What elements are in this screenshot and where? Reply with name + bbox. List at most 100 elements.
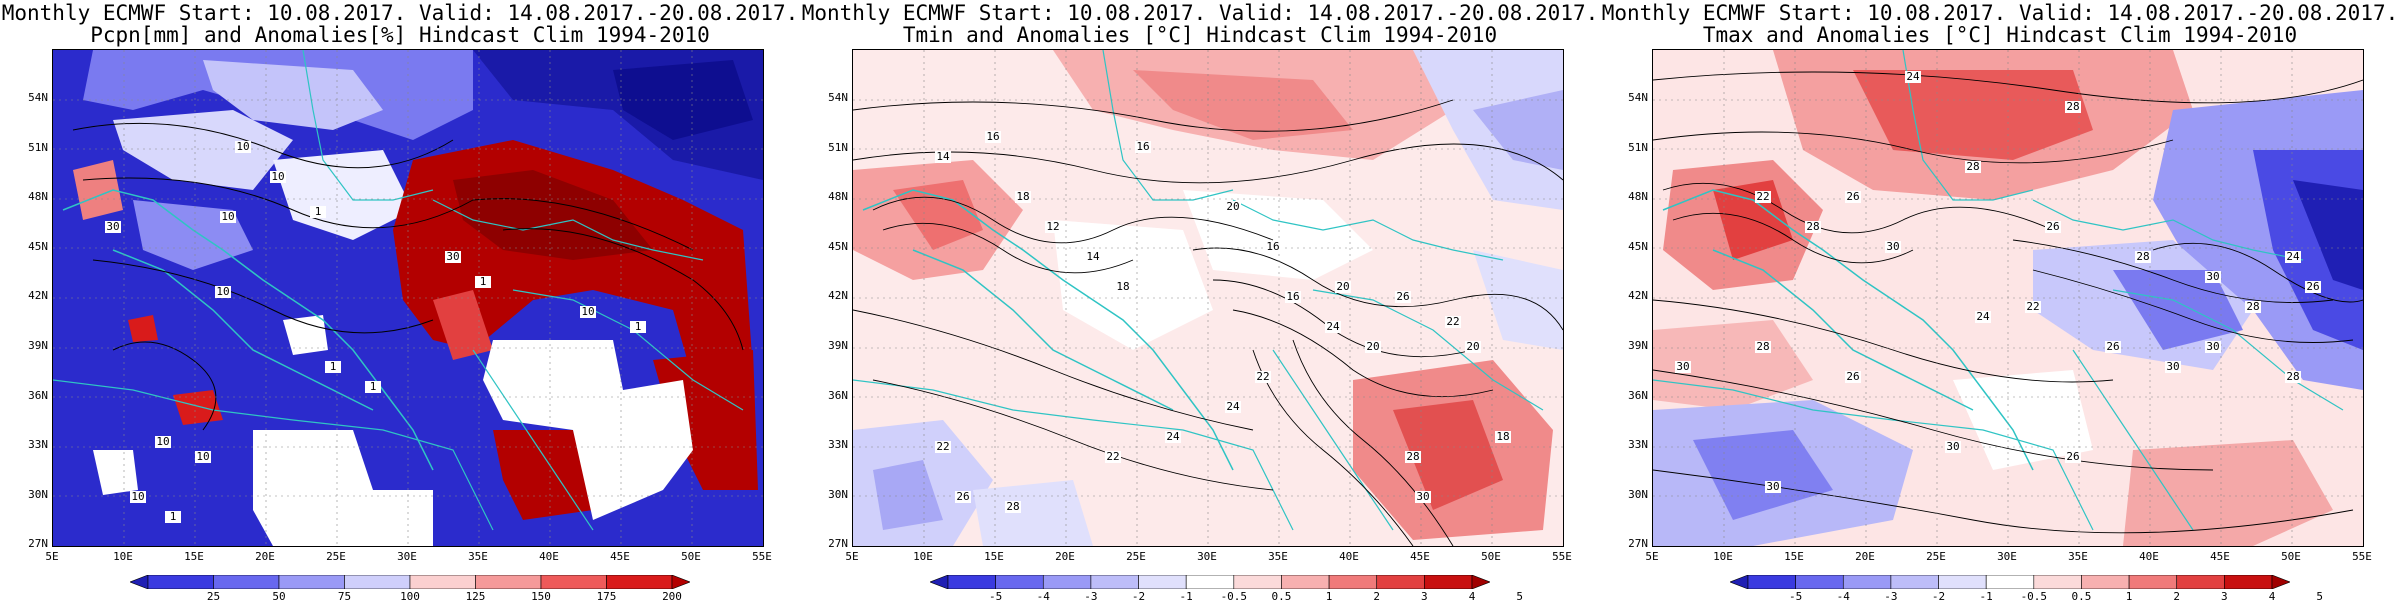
colorbar-precip	[129, 574, 691, 590]
colorbar-segment	[540, 574, 607, 590]
contour-label: 24	[1226, 400, 1240, 413]
lon-tick: 20E	[1855, 550, 1875, 563]
colorbar-segment	[1729, 574, 1749, 590]
colorbar-segment	[213, 574, 280, 590]
contour-label-bg	[1285, 291, 1301, 303]
contour-label-bg	[1015, 191, 1031, 203]
contour-label-bg	[2065, 451, 2081, 463]
lon-tick: 25E	[1926, 550, 1946, 563]
contour-label: 14	[936, 150, 950, 163]
contour-label: 28	[1756, 340, 1769, 353]
lat-tick: 36N	[1628, 388, 1648, 402]
contour-label-bg	[1975, 311, 1991, 323]
contour-label-bg	[1805, 221, 1821, 233]
contour-label: 10	[196, 450, 209, 463]
colorbar-segment	[1138, 574, 1187, 590]
colorbar-segment	[2033, 574, 2082, 590]
colorbar-label: 175	[596, 590, 617, 603]
contour-label-bg	[1165, 431, 1181, 443]
tmin-field: 14 16 16 18 20 12 14 18 16 20 24 20 22 22 24 26 22 28 30 26…	[853, 50, 1563, 546]
contour-label: 18	[1016, 190, 1029, 203]
colorbar-segment	[1185, 574, 1235, 590]
panel-tmax: Monthly ECMWF Start: 10.08.2017. Valid: …	[1600, 0, 2400, 603]
panel-precipitation: Monthly ECMWF Start: 10.08.2017. Valid: …	[0, 0, 800, 603]
lon-tick: 50E	[1481, 550, 1501, 563]
contour-label-bg	[1225, 201, 1241, 213]
contour-label: 26	[2066, 450, 2079, 463]
lat-tick: 30N	[1628, 487, 1648, 501]
lon-tick: 40E	[2139, 550, 2159, 563]
contour-label: 28	[2246, 300, 2259, 313]
contour-label-bg	[270, 171, 286, 183]
lat-tick: 36N	[28, 388, 48, 402]
contour-label: 24	[1976, 310, 1990, 323]
lat-tick: 33N	[1628, 438, 1648, 452]
lat-tick: 42N	[828, 289, 848, 303]
contour-label: 22	[1256, 370, 1269, 383]
lon-tick: 50E	[2281, 550, 2301, 563]
lon-tick: 45E	[2210, 550, 2230, 563]
colorbar-label: 25	[206, 590, 221, 603]
contour-label-bg	[130, 491, 146, 503]
colorbar-segment	[1795, 574, 1844, 590]
lon-tick: 45E	[1410, 550, 1430, 563]
colorbar-segment	[1985, 574, 2035, 590]
colorbar-label: -3	[1884, 590, 1898, 603]
colorbar-segment	[1842, 574, 1892, 590]
lon-tick: 25E	[326, 550, 346, 563]
contour-label-bg	[580, 306, 596, 318]
contour-label-bg	[1365, 341, 1381, 353]
contour-label-bg	[1945, 441, 1961, 453]
contour-label-bg	[1405, 451, 1421, 463]
contour-label-bg	[1465, 341, 1481, 353]
contour-label: 10	[236, 140, 249, 153]
panel-tmin: Monthly ECMWF Start: 10.08.2017. Valid: …	[800, 0, 1600, 603]
colorbar-tmin	[929, 574, 1491, 590]
contour-label-bg	[365, 381, 381, 393]
contour-label: 26	[1846, 370, 1859, 383]
colorbar-segment	[1042, 574, 1092, 590]
contour-label: 28	[1406, 450, 1419, 463]
contour-label-bg	[1335, 281, 1351, 293]
contour-label: 18	[1496, 430, 1509, 443]
contour-label: 16	[1136, 140, 1149, 153]
lon-tick: 5E	[1645, 550, 1659, 563]
contour-label: 28	[2136, 250, 2149, 263]
contour-label: 12	[1046, 220, 1059, 233]
lat-tick: 39N	[1628, 339, 1648, 352]
colorbar-label: -0.5	[2020, 590, 2048, 603]
colorbar-segment	[409, 574, 476, 590]
contour-label: 18	[1116, 280, 1129, 293]
colorbar-label: 4	[2268, 590, 2276, 603]
contour-label-bg	[2245, 301, 2261, 313]
lon-tick: 20E	[255, 550, 275, 563]
colorbar-segment	[2224, 574, 2273, 590]
lat-tick: 27N	[1628, 537, 1648, 551]
contour-label-bg	[1495, 431, 1511, 443]
contour-label: 16	[986, 130, 999, 143]
contour-label: 20	[1466, 340, 1479, 353]
lon-tick: 40E	[539, 550, 559, 563]
contour-label: 10	[221, 210, 234, 223]
lat-tick: 33N	[28, 438, 48, 452]
colorbar-label: -0.5	[1220, 590, 1248, 603]
lon-tick: 30E	[1197, 550, 1217, 563]
contour-label: 26	[2106, 340, 2119, 353]
lat-tick: 51N	[28, 140, 48, 154]
contour-label-bg	[1045, 221, 1061, 233]
contour-label-bg	[1005, 501, 1021, 513]
lat-tick: 27N	[28, 537, 48, 551]
lat-tick: 54N	[28, 91, 48, 104]
colorbar-tmax	[1729, 574, 2291, 590]
contour-label: 20	[1336, 280, 1349, 293]
colorbar-segment	[2271, 574, 2291, 590]
contour-label: 1	[370, 380, 377, 393]
colorbar-segment	[129, 574, 149, 590]
contour-label-bg	[1445, 316, 1461, 328]
contour-label: 20	[1226, 200, 1239, 213]
lon-tick: 15E	[984, 550, 1004, 563]
colorbar-segment	[929, 574, 949, 590]
contour-label: 1	[635, 320, 642, 333]
panel-title-line2: Tmax and Anomalies [°C] Hindcast Clim 19…	[1702, 23, 2298, 47]
colorbar-segment	[2176, 574, 2225, 590]
